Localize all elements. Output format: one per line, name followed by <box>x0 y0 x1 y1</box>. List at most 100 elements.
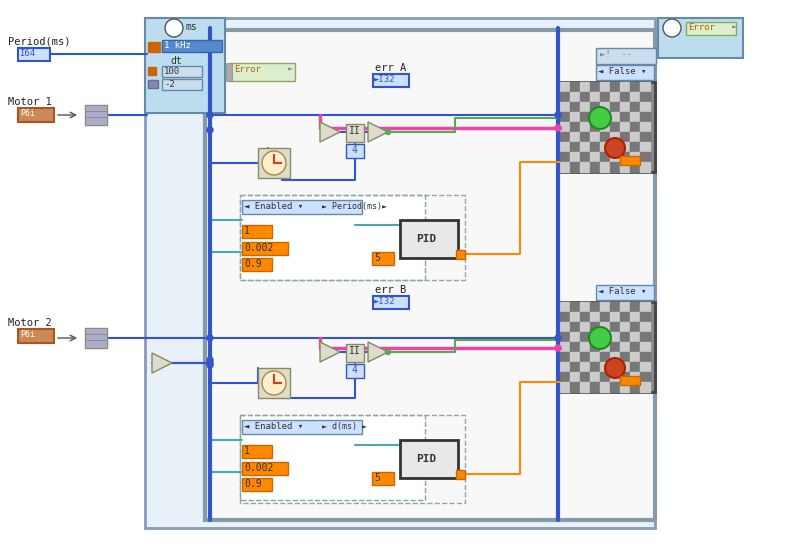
Bar <box>620 332 630 342</box>
Bar <box>400 440 458 478</box>
Bar <box>610 312 620 322</box>
Bar <box>560 122 570 132</box>
Bar <box>148 42 160 52</box>
Bar <box>570 302 580 312</box>
Bar <box>630 352 640 362</box>
Bar <box>610 162 620 172</box>
Text: 4: 4 <box>351 365 357 375</box>
Bar <box>640 332 650 342</box>
Bar <box>85 111 107 117</box>
Text: 5: 5 <box>374 253 380 263</box>
Bar <box>640 372 650 382</box>
Bar <box>600 152 610 162</box>
Text: II: II <box>349 126 361 136</box>
Circle shape <box>555 125 561 131</box>
Bar <box>590 122 600 132</box>
Bar <box>640 152 650 162</box>
Bar <box>630 312 640 322</box>
Text: ►I32: ►I32 <box>374 75 395 84</box>
Text: ►!  --: ►! -- <box>600 50 632 59</box>
Bar <box>630 92 640 102</box>
Bar <box>600 112 610 122</box>
Bar <box>580 102 590 112</box>
Bar <box>560 152 570 162</box>
Circle shape <box>386 129 390 134</box>
Circle shape <box>207 362 213 368</box>
Bar <box>162 66 202 77</box>
Text: 100: 100 <box>164 67 180 76</box>
Bar <box>560 102 570 112</box>
Text: I64: I64 <box>19 49 35 58</box>
Bar <box>630 362 640 372</box>
Polygon shape <box>152 353 172 373</box>
Circle shape <box>207 357 213 363</box>
Bar <box>596 65 654 80</box>
Text: Period(ms): Period(ms) <box>8 37 70 47</box>
Bar <box>580 162 590 172</box>
Bar <box>630 382 640 392</box>
Bar <box>600 312 610 322</box>
Text: 1: 1 <box>244 446 250 456</box>
Bar <box>640 302 650 312</box>
Bar <box>148 67 156 75</box>
Text: ►: ► <box>288 65 293 74</box>
Bar <box>630 162 640 172</box>
Bar <box>346 124 364 142</box>
Bar <box>620 382 630 392</box>
Bar <box>590 102 600 112</box>
Bar <box>240 415 425 500</box>
Bar <box>620 152 630 162</box>
Bar <box>580 142 590 152</box>
Bar <box>580 82 590 92</box>
Bar <box>610 352 620 362</box>
Circle shape <box>605 358 625 378</box>
Bar <box>560 332 570 342</box>
Text: PID: PID <box>416 454 436 464</box>
Bar <box>570 162 580 172</box>
Text: 0.002: 0.002 <box>244 243 274 253</box>
Bar <box>630 132 640 142</box>
Bar <box>148 80 158 88</box>
Text: err B: err B <box>375 285 406 295</box>
Bar <box>610 132 620 142</box>
Bar <box>600 332 610 342</box>
Text: 4: 4 <box>351 145 357 155</box>
Text: ms: ms <box>185 22 197 32</box>
Text: Error: Error <box>688 23 715 32</box>
Bar <box>580 92 590 102</box>
Bar <box>630 82 640 92</box>
Bar <box>610 142 620 152</box>
Bar <box>630 372 640 382</box>
Bar <box>373 74 409 87</box>
Bar <box>600 382 610 392</box>
Bar <box>580 352 590 362</box>
Circle shape <box>589 107 611 129</box>
Circle shape <box>207 127 213 133</box>
Bar <box>242 445 272 458</box>
Bar <box>600 162 610 172</box>
Bar <box>580 332 590 342</box>
Circle shape <box>207 360 213 366</box>
Text: 0.9: 0.9 <box>244 479 262 489</box>
Bar <box>560 312 570 322</box>
Bar <box>346 144 364 158</box>
Circle shape <box>589 327 611 349</box>
Bar <box>570 152 580 162</box>
Bar <box>570 102 580 112</box>
Bar <box>570 352 580 362</box>
Bar <box>580 362 590 372</box>
Bar <box>600 132 610 142</box>
Bar <box>596 285 654 300</box>
Bar <box>620 132 630 142</box>
Bar <box>620 156 640 165</box>
Bar <box>456 250 465 259</box>
Text: ◄ False ▾: ◄ False ▾ <box>598 287 646 296</box>
Bar <box>580 322 590 332</box>
Bar <box>85 105 107 125</box>
Bar <box>640 142 650 152</box>
Bar <box>560 82 570 92</box>
Bar <box>205 30 655 520</box>
Bar <box>640 382 650 392</box>
Bar <box>610 342 620 352</box>
Bar <box>620 112 630 122</box>
